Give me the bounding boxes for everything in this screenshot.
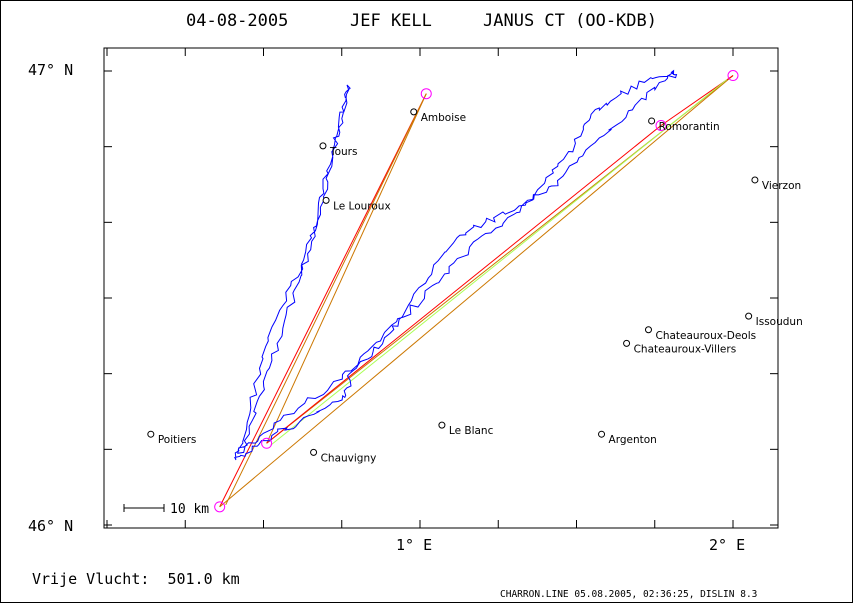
lat-label-bottom: 46° N bbox=[28, 517, 73, 535]
axis-ticks bbox=[104, 48, 778, 528]
free-flight-distance: Vrije Vlucht: 501.0 km bbox=[32, 570, 240, 588]
lon-label-2: 2° E bbox=[709, 536, 745, 554]
city-marker bbox=[322, 196, 330, 204]
map-box bbox=[103, 47, 779, 529]
city-label: Chateauroux-Villers bbox=[634, 343, 737, 355]
turnpoints bbox=[214, 70, 739, 513]
turnpoint-marker bbox=[214, 501, 226, 513]
city-marker bbox=[623, 339, 631, 347]
program-info: CHARRON.LINE 05.08.2005, 02:36:25, DISLI… bbox=[500, 589, 757, 600]
city-marker bbox=[410, 108, 418, 116]
city-label: Poitiers bbox=[158, 434, 197, 446]
city-label: Romorantin bbox=[659, 121, 720, 133]
title-date: 04-08-2005 bbox=[186, 11, 288, 31]
turnpoint-marker bbox=[727, 70, 739, 82]
leg-line bbox=[266, 125, 662, 444]
scale-bar-label: 10 km bbox=[170, 502, 209, 517]
city-marker bbox=[310, 448, 318, 456]
city-label: Vierzon bbox=[762, 180, 801, 192]
flight-track-path bbox=[234, 69, 678, 461]
city-marker bbox=[745, 312, 753, 320]
title-pilot: JEF KELL bbox=[350, 11, 432, 31]
leg-line bbox=[266, 93, 427, 444]
scale-bar: 10 km bbox=[123, 502, 209, 517]
city-marker bbox=[751, 176, 759, 184]
lat-label-top: 47° N bbox=[28, 61, 73, 79]
flight-track bbox=[234, 69, 678, 461]
lon-label-1: 1° E bbox=[396, 536, 432, 554]
city-label: Le Blanc bbox=[449, 425, 494, 437]
city-marker bbox=[319, 142, 327, 150]
turnpoint-marker bbox=[655, 119, 667, 131]
leg-line bbox=[270, 79, 728, 446]
leg-line bbox=[219, 93, 427, 508]
city-label: Argenton bbox=[609, 434, 657, 446]
city-label: Issoudun bbox=[756, 316, 803, 328]
city-label: Chateauroux-Deols bbox=[655, 330, 756, 342]
city-label: Le Louroux bbox=[333, 200, 391, 212]
city-label: Amboise bbox=[421, 112, 466, 124]
city-marker bbox=[648, 117, 656, 125]
city-marker bbox=[438, 421, 446, 429]
turnpoint-marker bbox=[261, 437, 273, 449]
city-label: Tours bbox=[329, 146, 358, 158]
city-label: Chauvigny bbox=[321, 452, 377, 464]
city-marker bbox=[644, 326, 652, 334]
title-glider: JANUS CT (OO-KDB) bbox=[483, 11, 657, 31]
turnpoint-marker bbox=[420, 88, 432, 100]
cities: Amboise Tours Le Louroux Romorantin Vierzon I… bbox=[147, 108, 803, 464]
city-marker bbox=[598, 430, 606, 438]
city-marker bbox=[147, 430, 155, 438]
leg-line bbox=[219, 75, 734, 508]
task-legs bbox=[219, 75, 734, 508]
